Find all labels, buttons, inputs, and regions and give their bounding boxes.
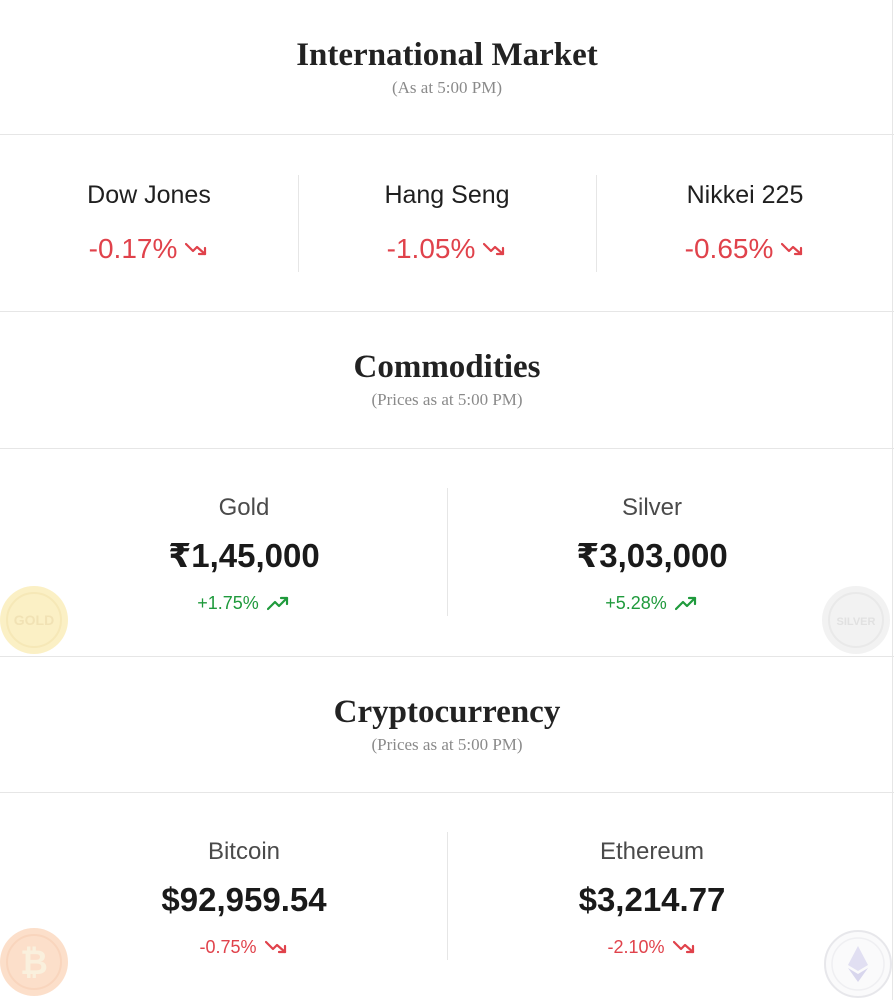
crypto-ethereum[interactable]: Ethereum $3,214.77 -2.10% xyxy=(448,838,856,958)
commodities-subtitle: (Prices as at 5:00 PM) xyxy=(371,390,523,409)
commodity-silver[interactable]: Silver ₹3,03,000 +5.28% xyxy=(448,494,856,614)
asset-name: Gold xyxy=(218,494,270,521)
crypto-bitcoin[interactable]: Bitcoin $92,959.54 -0.75% xyxy=(40,838,448,958)
asset-change: -2.10% xyxy=(607,936,696,958)
trend-up-icon xyxy=(266,596,288,611)
asset-change-value: +5.28% xyxy=(605,593,667,613)
commodity-gold[interactable]: Gold ₹1,45,000 +1.75% xyxy=(40,494,448,614)
trend-down-icon xyxy=(781,242,803,256)
asset-name: Silver xyxy=(621,494,682,521)
international-subtitle: (As at 5:00 PM) xyxy=(391,78,503,97)
index-name: Nikkei 225 xyxy=(686,181,804,209)
ethereum-coin-icon xyxy=(824,930,892,998)
divider xyxy=(0,134,894,135)
asset-price: ₹1,45,000 xyxy=(168,537,320,574)
international-header: International Market (As at 5:00 PM) xyxy=(0,35,894,99)
trend-down-icon xyxy=(185,242,207,256)
asset-price: $92,959.54 xyxy=(161,881,327,918)
index-nikkei-225[interactable]: Nikkei 225 -0.65% xyxy=(596,180,894,266)
index-name: Dow Jones xyxy=(87,181,211,209)
trend-down-icon xyxy=(264,940,286,954)
index-name: Hang Seng xyxy=(384,181,510,209)
commodities-title: Commodities xyxy=(353,349,541,385)
silver-coin-label: SILVER xyxy=(837,616,876,628)
index-change: -0.17% xyxy=(89,232,210,266)
asset-change: +1.75% xyxy=(197,592,291,614)
asset-change-value: -2.10% xyxy=(607,937,665,957)
trend-down-icon xyxy=(483,242,505,256)
commodities-header: Commodities (Prices as at 5:00 PM) xyxy=(0,347,894,411)
asset-change-value: -0.75% xyxy=(199,937,257,957)
asset-name: Bitcoin xyxy=(207,838,281,865)
asset-change-value: +1.75% xyxy=(197,593,259,613)
divider xyxy=(447,832,448,960)
divider xyxy=(298,175,299,272)
index-dow-jones[interactable]: Dow Jones -0.17% xyxy=(0,180,298,266)
asset-price: $3,214.77 xyxy=(578,881,726,918)
silver-coin-icon: SILVER xyxy=(822,586,890,654)
international-title: International Market xyxy=(296,37,598,73)
index-change: -1.05% xyxy=(387,232,508,266)
divider xyxy=(0,448,894,449)
crypto-header: Cryptocurrency (Prices as at 5:00 PM) xyxy=(0,692,894,756)
divider xyxy=(596,175,597,272)
trend-up-icon xyxy=(674,596,696,611)
divider xyxy=(0,311,894,312)
asset-price: ₹3,03,000 xyxy=(576,537,728,574)
asset-change: -0.75% xyxy=(199,936,288,958)
gold-coin-icon: GOLD xyxy=(0,586,68,654)
index-change: -0.65% xyxy=(685,232,806,266)
divider xyxy=(0,656,894,657)
index-hang-seng[interactable]: Hang Seng -1.05% xyxy=(298,180,596,266)
divider xyxy=(447,488,448,616)
index-change-value: -1.05% xyxy=(386,233,476,264)
svg-text:₿: ₿ xyxy=(20,944,48,982)
trend-down-icon xyxy=(672,940,694,954)
divider xyxy=(0,792,894,793)
crypto-subtitle: (Prices as at 5:00 PM) xyxy=(371,735,523,754)
asset-name: Ethereum xyxy=(599,838,705,865)
index-change-value: -0.17% xyxy=(88,233,178,264)
crypto-title: Cryptocurrency xyxy=(333,694,561,730)
gold-coin-label: GOLD xyxy=(14,612,54,628)
index-change-value: -0.65% xyxy=(684,233,774,264)
bitcoin-coin-icon: ₿ xyxy=(0,928,68,996)
asset-change: +5.28% xyxy=(605,592,699,614)
